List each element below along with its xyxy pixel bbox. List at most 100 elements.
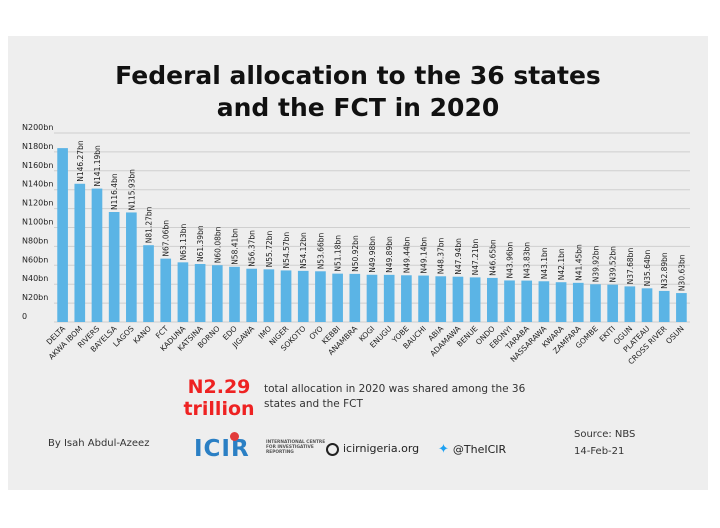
bar (590, 284, 601, 322)
icir-logo: ICIR INTERNATIONAL CENTRE FOR INVESTIGAT… (194, 432, 334, 468)
bar-value-label: N30.63bn (677, 254, 686, 291)
y-tick-label: N160bn (22, 161, 53, 170)
bar-value-label: N81.27bn (145, 206, 154, 243)
bar-value-label: N56.37bn (248, 230, 257, 267)
bar (676, 293, 687, 322)
bar-value-label: N49.89bn (385, 236, 394, 273)
twitter-handle[interactable]: ✦ @TheICIR (438, 442, 506, 457)
bar-value-label: N51.18bn (334, 235, 343, 272)
x-tick-label: KANO (131, 324, 153, 346)
bar (607, 284, 618, 322)
logo-wordmark: ICIR (194, 436, 250, 462)
bar-value-label: N55.72bn (265, 231, 274, 268)
bar (91, 188, 103, 322)
bar (504, 280, 515, 322)
total-description: total allocation in 2020 was shared amon… (264, 383, 526, 410)
bar (469, 277, 481, 322)
website-text: icirnigeria.org (343, 442, 420, 455)
source-date: 14-Feb-21 (574, 446, 625, 457)
total-amount: N2.29 trillion (178, 376, 260, 420)
logo-dot-icon (230, 432, 239, 441)
bar-value-label: N35.64bn (643, 249, 652, 286)
bar-value-label: N43.83bn (523, 242, 532, 279)
bar (74, 183, 86, 322)
bar (486, 277, 498, 322)
bar (315, 271, 326, 322)
y-tick-label: N40bn (22, 274, 48, 283)
bar-value-label: N41.45bn (574, 244, 583, 281)
bar-value-label: N60.08bn (213, 226, 222, 263)
source-text: Source: NBS (574, 429, 636, 440)
bar (332, 273, 343, 322)
bar (452, 276, 464, 322)
twitter-bird-icon: ✦ (438, 442, 449, 457)
title-line-2: and the FCT in 2020 (216, 93, 500, 122)
bar-value-label: N61.39bn (196, 225, 205, 262)
bar-value-label: N141.19bn (93, 145, 102, 187)
bar (108, 212, 120, 322)
chart-title: Federal allocation to the 36 states and … (8, 60, 708, 124)
bar (538, 281, 550, 322)
bar (211, 265, 223, 322)
bar (401, 275, 412, 322)
bar (246, 268, 258, 322)
bar (126, 212, 137, 322)
total-amount-unit: trillion (183, 398, 255, 420)
y-tick-label: 0 (22, 312, 27, 321)
bar-value-label: N42.1bn (557, 248, 566, 280)
bar-value-label: N50.92bn (351, 235, 360, 272)
bar (572, 282, 584, 322)
bar-value-label: N49.14bn (420, 237, 429, 274)
bar-value-label: N115.93bn (127, 169, 136, 211)
infographic-card: Federal allocation to the 36 states and … (8, 36, 708, 490)
bar (624, 286, 636, 322)
bar (641, 288, 653, 322)
bar (263, 269, 275, 322)
bar-chart: 0 N20bn N40bn N60bn N80bn N100bn N120bn N140bn N… (22, 123, 690, 366)
bar-value-label: N63.13bn (179, 224, 188, 261)
bar-value-label: N39.92bn (591, 245, 600, 282)
bar-value-label: N49.44bn (402, 236, 411, 273)
bar-value-label: N43.96bn (506, 242, 515, 279)
bar-value-label: N43.1bn (540, 247, 549, 279)
bar (194, 263, 206, 322)
bar (57, 148, 68, 322)
bar-value-label: N47.21bn (471, 239, 480, 276)
logo-subtitle: INTERNATIONAL CENTRE FOR INVESTIGATIVE R… (266, 440, 326, 455)
y-tick-label: N100bn (22, 218, 53, 227)
bar (366, 274, 378, 322)
bar (418, 275, 429, 322)
bar-value-label: N53.66bn (316, 232, 325, 269)
bar-value-label: N49.98bn (368, 236, 377, 273)
bar (177, 262, 189, 322)
bar (297, 270, 309, 322)
bar-value-label: N54.57bn (282, 232, 291, 269)
bar-value-label: N48.37bn (437, 237, 446, 274)
bar-value-label: N39.52bn (609, 246, 618, 283)
y-tick-label: N180bn (22, 142, 53, 151)
bar (160, 258, 172, 322)
y-tick-label: N200bn (22, 123, 53, 132)
total-amount-value: N2.29 (187, 376, 251, 398)
bar (555, 282, 567, 322)
bar-value-label: N116.4bn (110, 173, 119, 210)
y-tick-label: N20bn (22, 293, 48, 302)
bar (383, 274, 395, 322)
author-credit: By Isah Abdul-Azeez (48, 438, 150, 449)
bar-value-label: N46.65bn (488, 239, 497, 276)
source-block: Source: NBS 14-Feb-21 (574, 426, 635, 460)
bar (143, 245, 154, 322)
bar (280, 270, 292, 322)
title-line-1: Federal allocation to the 36 states (115, 61, 601, 90)
x-tick-label: OSUN (664, 324, 686, 346)
bar-value-label: N146.27bn (76, 140, 85, 182)
bar (435, 276, 447, 322)
website-link[interactable]: icirnigeria.org (326, 442, 419, 456)
bar (658, 290, 670, 322)
bar (229, 266, 240, 322)
y-tick-label: N80bn (22, 236, 48, 245)
bar-value-label: N47.94bn (454, 238, 463, 275)
bar-value-label: N54.12bn (299, 232, 308, 269)
bar-value-label: N37.68bn (626, 248, 635, 285)
twitter-text: @TheICIR (452, 443, 507, 456)
